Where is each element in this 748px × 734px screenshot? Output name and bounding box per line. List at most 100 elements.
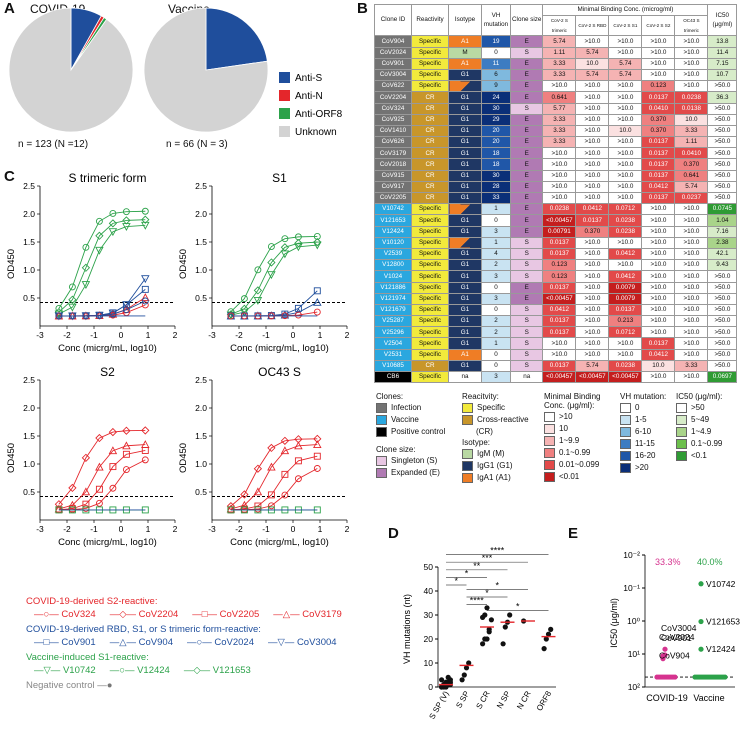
reactivity-item: (CR) xyxy=(476,427,493,436)
point-label: V10742 xyxy=(706,579,736,589)
table-cell: 7.15 xyxy=(707,57,738,70)
table-cell: >50.0 xyxy=(707,102,738,115)
table-cell: >10.0 xyxy=(608,191,643,205)
table-cell: G1 xyxy=(448,136,482,149)
x-tick: -3 xyxy=(208,330,216,340)
x-tick: -2 xyxy=(63,330,71,340)
table-cell: S xyxy=(509,303,544,317)
x-tick: 1 xyxy=(318,330,323,340)
table-cell: G1 xyxy=(448,68,482,82)
table-cell: >10.0 xyxy=(608,136,643,149)
table-cell: 10.7 xyxy=(707,68,738,82)
table-cell: >10.0 xyxy=(608,180,643,194)
table-cell: 3.33 xyxy=(674,124,709,138)
x-tick: COVID-19 xyxy=(646,693,688,703)
x-tick: -3 xyxy=(36,524,44,534)
vh-title: VH mutation: xyxy=(620,392,667,401)
vh-item: 0 xyxy=(620,403,666,413)
table-cell: 0.0137 xyxy=(575,214,610,227)
table-cell: 29 xyxy=(481,113,511,126)
x-tick: 2 xyxy=(345,524,350,534)
table-cell: CoV915 xyxy=(374,169,412,182)
th-mbc-col: CoV-2 S S2 xyxy=(641,15,676,37)
table-cell: 0.123 xyxy=(542,259,577,272)
data-point xyxy=(254,266,262,274)
data-point xyxy=(281,235,289,243)
table-cell: 3.33 xyxy=(542,68,577,82)
data-point xyxy=(141,301,149,309)
data-point xyxy=(486,629,492,635)
y-tick: 10⁰ xyxy=(627,616,640,626)
table-cell: Specific xyxy=(411,214,449,227)
data-point xyxy=(463,665,470,671)
curve-legend-item: —○— CoV2024 xyxy=(187,637,254,648)
table-cell: >10.0 xyxy=(674,348,709,361)
table-cell: 0.0137 xyxy=(542,236,577,249)
table-cell: 18 xyxy=(481,158,511,171)
data-point xyxy=(122,426,131,435)
sig-label: *** xyxy=(482,553,493,563)
plot-title: OC43 S xyxy=(258,365,301,379)
table-cell: G1 xyxy=(448,214,482,227)
table-cell: V121886 xyxy=(374,281,412,294)
table-cell: <0.00457 xyxy=(542,214,577,227)
sig-label: * xyxy=(465,568,469,578)
data-point xyxy=(672,674,678,680)
data-point xyxy=(548,626,554,632)
table-cell: E xyxy=(509,169,544,182)
y-label: OD450 xyxy=(178,443,189,473)
x-tick: 1 xyxy=(146,330,151,340)
scatter-panels: 0 10 20 30 40 50 VH mutations (nt) S SP (V) S SP… xyxy=(402,546,740,721)
data-point xyxy=(480,641,486,647)
curve-legend-item: —□— CoV2205 xyxy=(192,609,260,620)
clones-item: Vaccine xyxy=(376,415,445,425)
table-cell: 0.370 xyxy=(575,225,610,238)
table-cell: >10.0 xyxy=(674,46,709,59)
table-row: V2531 Specific A1 0 S >10.0 >10.0 >10.0 0.0412 >1… xyxy=(374,348,738,361)
table-cell: >50.0 xyxy=(707,169,738,182)
table-cell: G1 xyxy=(448,124,482,138)
vh-item: >20 xyxy=(620,463,666,473)
data-point xyxy=(141,221,150,230)
x-tick: -1 xyxy=(262,330,270,340)
table-cell: 1 xyxy=(481,236,511,249)
table-cell: >10.0 xyxy=(575,281,610,294)
y-tick: 20 xyxy=(424,634,434,644)
y-tick: 10² xyxy=(628,682,640,692)
table-cell: 0.0137 xyxy=(641,169,676,182)
y-tick: 1.5 xyxy=(195,237,207,247)
table-cell: 20 xyxy=(481,136,511,149)
data-point xyxy=(313,465,321,472)
table-cell: 1 xyxy=(481,203,511,216)
table-cell: E xyxy=(509,180,544,194)
table-row: CoV925 CR G1 29 E 3.33 >10.0 >10.0 0.370 10.0 >50.… xyxy=(374,113,738,126)
table-cell: Specific xyxy=(411,348,449,361)
x-tick: ORF8 xyxy=(535,689,554,712)
table-cell: >50.0 xyxy=(707,326,738,339)
table-cell: E xyxy=(509,158,544,171)
table-cell: >10.0 xyxy=(641,225,676,238)
table-cell: >10.0 xyxy=(641,270,676,283)
table-cell: 0 xyxy=(481,281,511,294)
data-point xyxy=(95,433,104,443)
curve-legend-item: —△— CoV3179 xyxy=(273,609,342,620)
clone-size-item: Expanded (E) xyxy=(376,468,445,478)
table-cell: >10.0 xyxy=(608,236,643,249)
data-point xyxy=(443,679,449,685)
table-cell: >10.0 xyxy=(641,68,676,82)
table-cell: 42.1 xyxy=(707,247,738,261)
legend-label: Anti-S xyxy=(295,73,323,84)
x-tick: -3 xyxy=(208,524,216,534)
table-cell: 3 xyxy=(481,225,511,238)
y-label: IC50 (μg/ml) xyxy=(609,598,619,648)
data-point xyxy=(281,491,289,499)
table-cell: 0.0137 xyxy=(542,247,577,261)
table-cell: G1 xyxy=(448,102,482,115)
table-cell: >50.0 xyxy=(707,113,738,126)
table-cell: >50.0 xyxy=(707,147,738,160)
table-cell: 0.0238 xyxy=(608,359,643,373)
table-row: V12800 Specific G1 2 S 0.123 >10.0 >10.0 >10.0 >1… xyxy=(374,259,738,272)
plot-title: S1 xyxy=(272,171,287,185)
table-cell: CoV622 xyxy=(374,80,412,93)
x-tick: -1 xyxy=(90,524,98,534)
